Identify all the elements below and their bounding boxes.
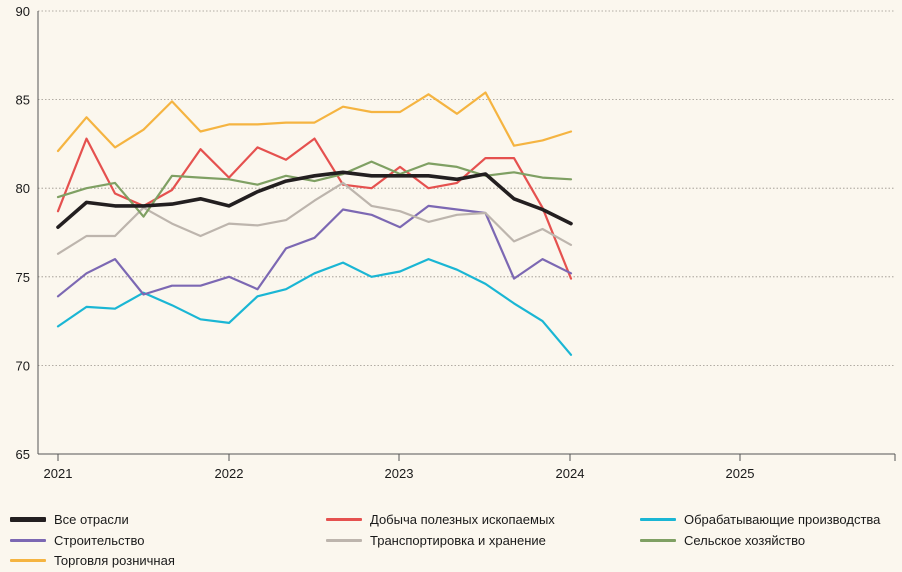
y-tick-label: 75 [16,270,30,285]
x-tick-label: 2021 [44,466,73,481]
series-line-3 [56,204,573,298]
series-line-2 [56,258,573,356]
x-tick-label: 2023 [385,466,414,481]
y-tick-label: 85 [16,93,30,108]
x-tick-label: 2025 [726,466,755,481]
y-tick-label: 80 [16,181,30,196]
series-line-5 [56,160,573,218]
series-line-1 [56,137,573,280]
x-tick-label: 2022 [215,466,244,481]
series-line-6 [56,91,573,153]
y-tick-label: 70 [16,358,30,373]
x-tick-label: 2024 [556,466,585,481]
y-tick-label: 65 [16,447,30,462]
y-tick-label: 90 [16,4,30,19]
series-line-4 [56,181,573,255]
series-line-0 [56,170,573,229]
